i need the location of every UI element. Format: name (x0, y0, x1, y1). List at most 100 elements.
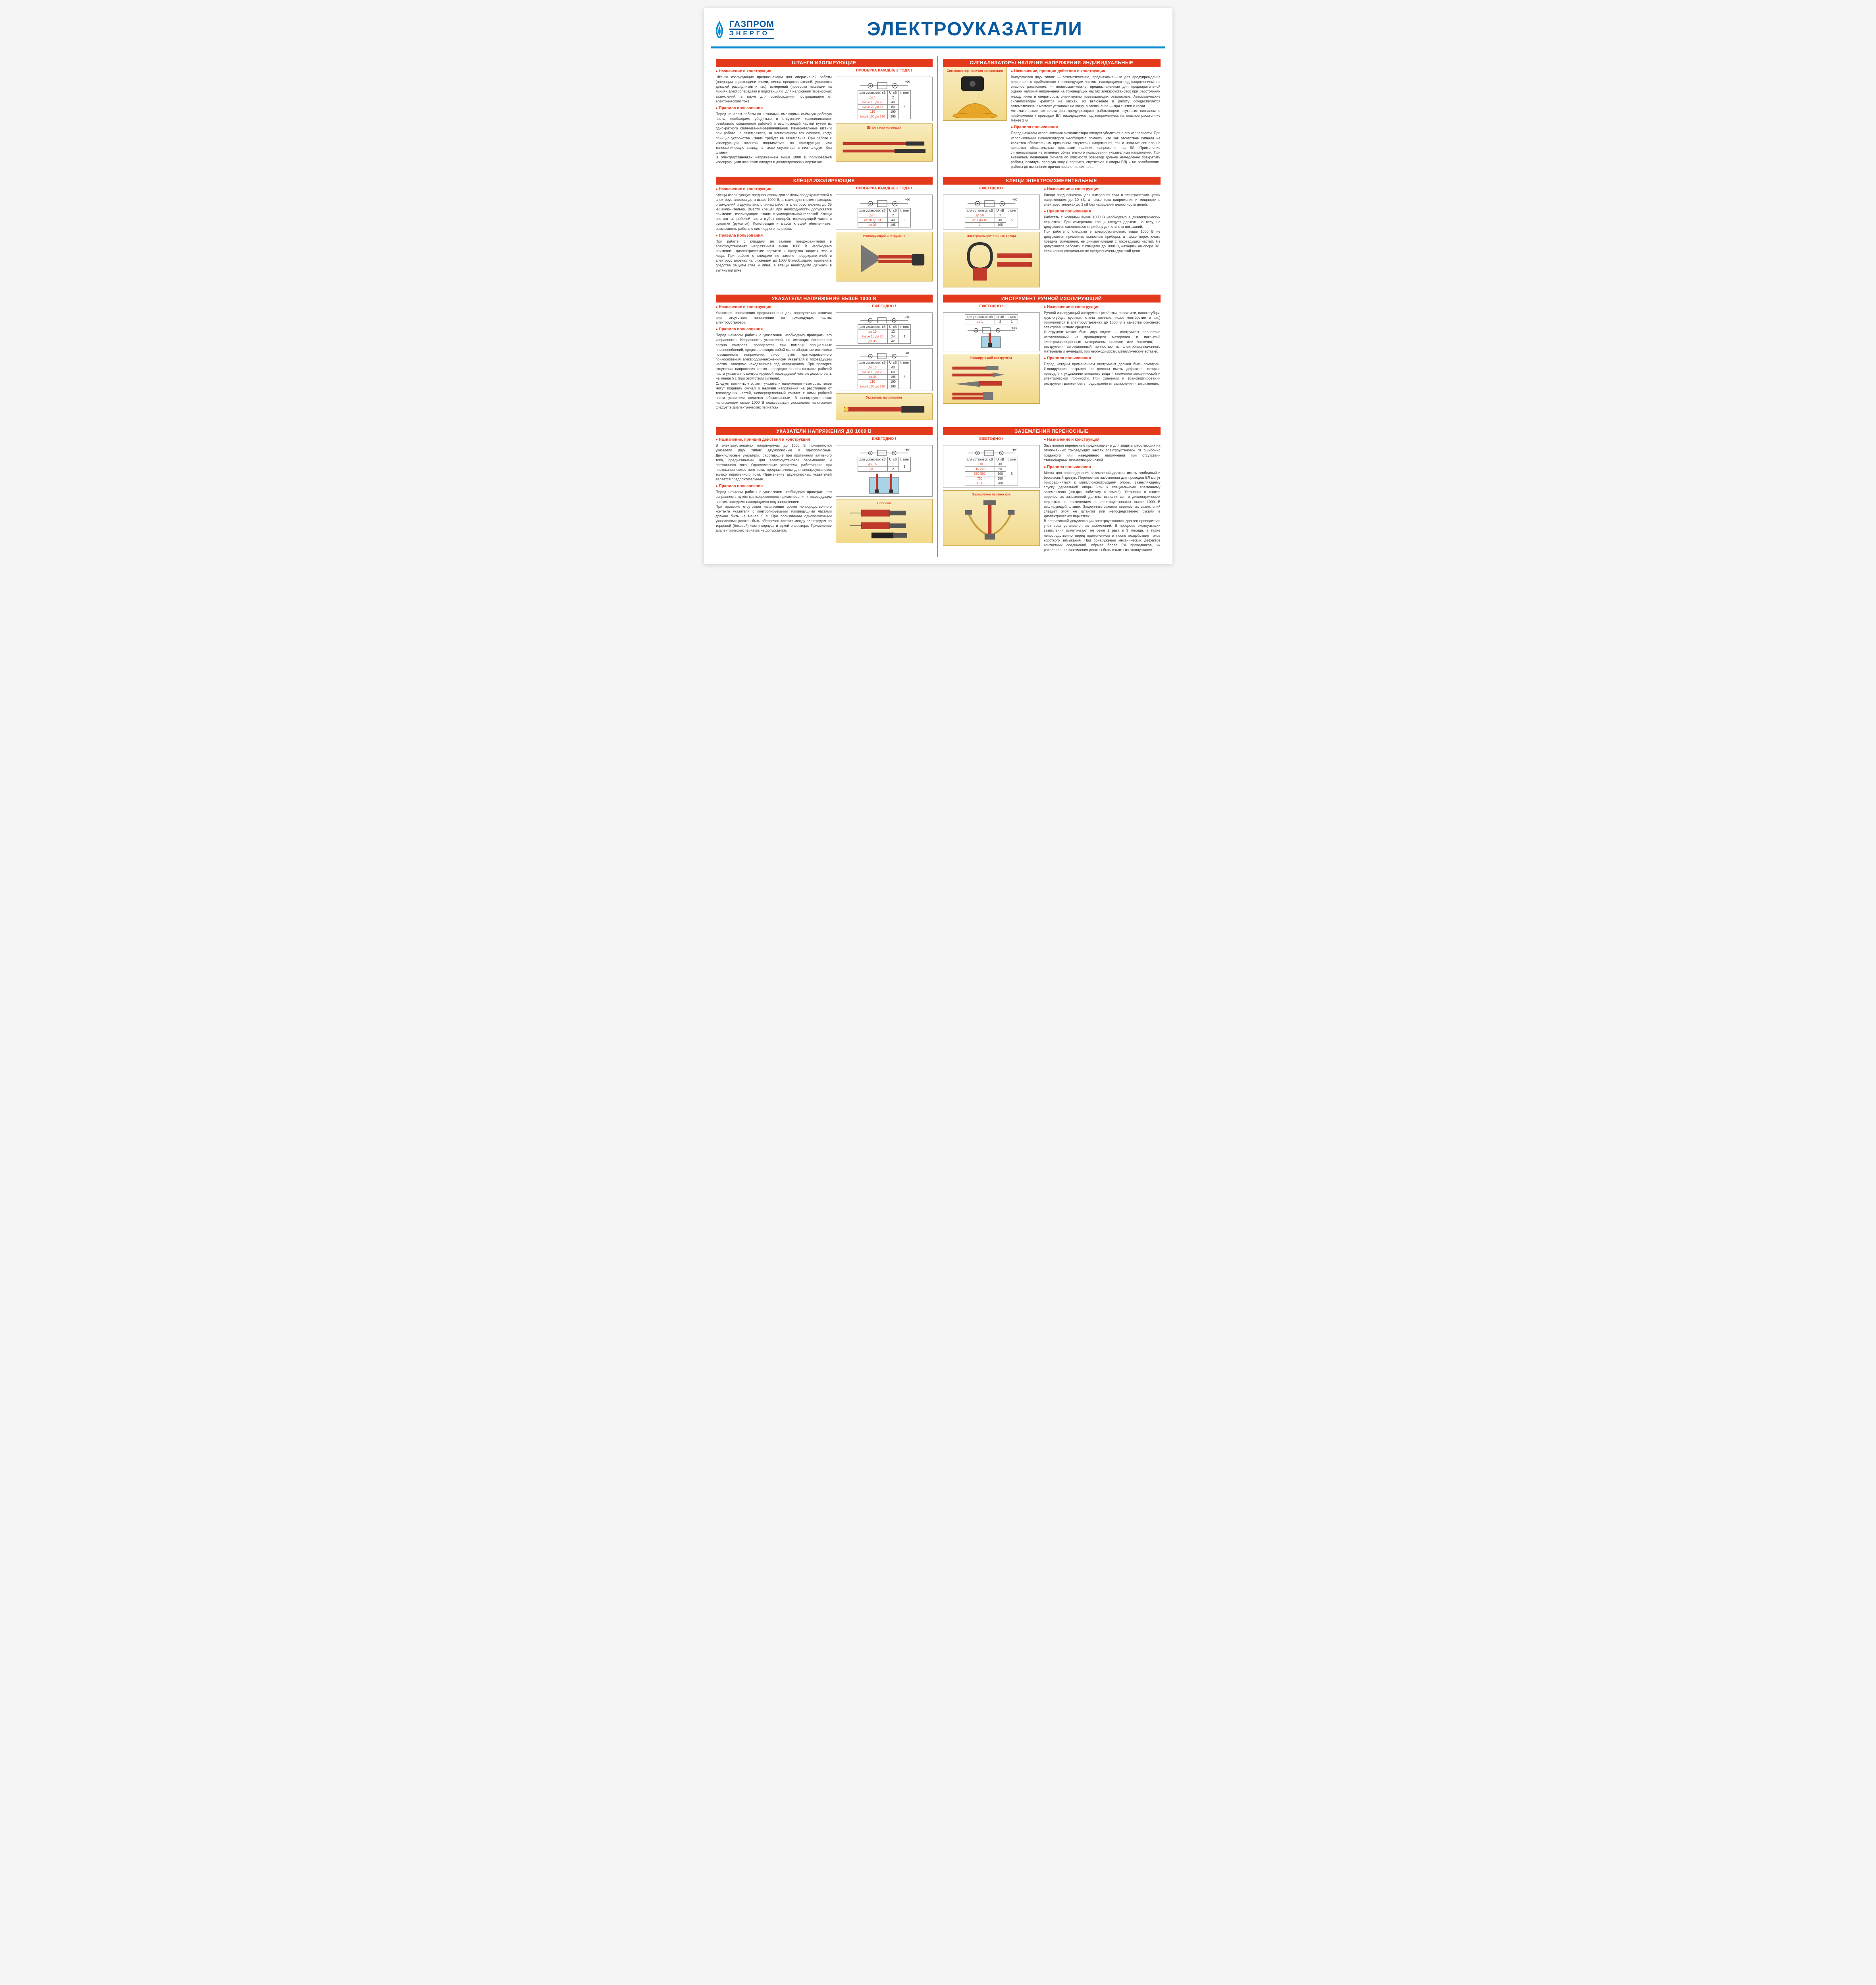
s5-p2: Перед началом работы с указателем необхо… (716, 333, 832, 381)
probe-icon (838, 506, 930, 541)
s6-table: для установок, кВU, кВt, мин до 121 (965, 314, 1018, 324)
s7-check: ЕЖЕГОДНО ! (836, 437, 933, 441)
s1-check: ПРОВЕРКА КАЖДЫЕ 2 ГОДА ! (836, 68, 933, 73)
s8-p3: В оперативной документации электроустано… (1044, 518, 1160, 552)
s6-illus: Изолирующий инструмент (943, 354, 1040, 404)
svg-text:~50Гц: ~50Гц (905, 81, 910, 83)
svg-text:V: V (893, 356, 895, 358)
s7-p3: При проверке отсутствия напряжения время… (716, 504, 832, 533)
beaker2-icon (862, 473, 906, 495)
s1-illus: Штанга изолирующая (836, 123, 933, 162)
s3-check: ПРОВЕРКА КАЖДЫЕ 2 ГОДА ! (836, 186, 933, 191)
s8-p2: Места для присоединения заземлений должн… (1044, 470, 1160, 518)
helmet-icon (945, 74, 1005, 118)
s4-title: КЛЕЩИ ЭЛЕКТРОИЗМЕРИТЕЛЬНЫЕ (943, 177, 1161, 185)
poster: ГАЗПРОМ ЭНЕРГО ЭЛЕКТРОУКАЗАТЕЛИ ШТАНГИ И… (704, 8, 1172, 564)
s3-illus: Изолирующий инструмент (836, 232, 933, 281)
s5-table-b: для установок, кВU, кВt, мин до 10405 вы… (858, 360, 911, 389)
s1-p3: В электроустановках напряжением выше 100… (716, 155, 832, 164)
flame-icon (713, 20, 726, 39)
s5-p3: Следует помнить, что, хотя указатели нап… (716, 381, 832, 410)
s3-h2: Правила пользования (716, 233, 832, 238)
s6-check: ЕЖЕГОДНО ! (943, 304, 1040, 308)
svg-text:V: V (1001, 453, 1002, 455)
section-6: ИНСТРУМЕНТ РУЧНОЙ ИЗОЛИРУЮЩИЙ ЕЖЕГОДНО !… (938, 292, 1165, 425)
s3-h1: Назначение и конструкция (716, 187, 832, 191)
s8-h2: Правила пользования (1044, 465, 1160, 469)
s4-diagram: AV~50Гц для установок, кВU, кВt, мин до … (943, 195, 1040, 229)
s1-diagram: A V ~50Гц для установок, кВU, кВt, мин д… (836, 77, 933, 121)
s5-table-a: для установок, кВU, кВt, мин до 10121 вы… (858, 324, 911, 344)
ground-icon (945, 497, 1038, 543)
beaker-icon: AV~50Гц (966, 326, 1017, 349)
s3-p2: При работе с клещами по замене предохран… (716, 239, 832, 273)
s5-h2: Правила пользования (716, 327, 832, 331)
svg-text:~50Гц: ~50Гц (904, 316, 910, 319)
content-grid: ШТАНГИ ИЗОЛИРУЮЩИЕ Назначение и конструк… (711, 56, 1165, 557)
s5-check: ЕЖЕГОДНО ! (836, 304, 933, 308)
s6-p2: Инструмент может быть двух видов: — инст… (1044, 330, 1160, 354)
s7-diagram: AV~50Гц для установок, кВU, кВt, мин до … (836, 445, 933, 497)
s8-p1: Заземления переносные предназначены для … (1044, 443, 1160, 463)
section-4: КЛЕЩИ ЭЛЕКТРОИЗМЕРИТЕЛЬНЫЕ ЕЖЕГОДНО ! AV… (938, 174, 1165, 292)
svg-text:A: A (975, 330, 977, 332)
s3-table: для установок, кВU, кВt, мин до 125 от 1… (858, 208, 911, 227)
svg-text:V: V (997, 330, 999, 332)
section-8: ЗАЗЕМЛЕНИЯ ПЕРЕНОСНЫЕ ЕЖЕГОДНО ! AV~50Гц… (938, 425, 1165, 557)
s8-check: ЕЖЕГОДНО ! (943, 437, 1040, 441)
s4-p3: При работе с клещами в электроустановках… (1044, 229, 1160, 253)
svg-text:V: V (894, 85, 896, 88)
s6-title: ИНСТРУМЕНТ РУЧНОЙ ИЗОЛИРУЮЩИЙ (943, 295, 1161, 303)
separator (711, 46, 1165, 48)
s1-p2: Перед началом работы со штангами, имеющи… (716, 112, 832, 155)
s1-table: для установок, кВU, кВt, мин до 125 выше… (858, 90, 911, 119)
s4-p1: Клещи предназначены для измерения тока в… (1044, 193, 1160, 207)
svg-text:V: V (893, 453, 895, 455)
s6-h1: Назначение и конструкция (1044, 305, 1160, 309)
indicator-icon (838, 401, 930, 418)
s1-h2: Правила пользования (716, 106, 832, 110)
svg-text:~50Гц: ~50Гц (904, 352, 910, 355)
svg-text:~50Гц: ~50Гц (904, 449, 910, 451)
s1-h1: Назначение и конструкция (716, 69, 832, 73)
s7-table: для установок, кВU, кВt, мин до 0,511 до… (858, 457, 911, 472)
s1-p1: Штанги изолирующие предназначены для опе… (716, 75, 832, 104)
brand-line2: ЭНЕРГО (729, 29, 774, 39)
s4-p2: Работать с клещами выше 1000 В необходим… (1044, 215, 1160, 229)
svg-text:~50Гц: ~50Гц (1012, 198, 1017, 201)
s7-illus: Пробник (836, 499, 933, 543)
s5-h1: Назначение и конструкция (716, 305, 832, 309)
circuit-icon: A V ~50Гц (858, 350, 910, 359)
s7-p2: Перед началом работы с указателем необхо… (716, 490, 832, 504)
s3-p1: Клещи изолирующие предназначены для заме… (716, 193, 832, 231)
section-2: СИГНАЛИЗАТОРЫ НАЛИЧИЯ НАПРЯЖЕНИЯ ИНДИВИД… (938, 56, 1165, 174)
s8-illus: Заземление переносное (943, 490, 1040, 546)
tools-icon (945, 361, 1038, 401)
circuit-icon: A V ~50Гц (966, 197, 1017, 207)
svg-text:V: V (893, 320, 895, 322)
pliers-icon (838, 239, 930, 279)
s7-h2: Правила пользования (716, 484, 832, 488)
s6-diagram: для установок, кВU, кВt, мин до 121 AV~5… (943, 312, 1040, 351)
s7-h1: Назначение, принцип действия и конструкц… (716, 437, 832, 442)
circuit-icon: AV~50Гц (966, 447, 1017, 456)
s4-illus: Электроизмерительные клещи (943, 232, 1040, 287)
svg-text:A: A (977, 453, 978, 455)
s6-p3: Перед каждым применением инструмент долж… (1044, 362, 1160, 386)
svg-text:A: A (869, 203, 871, 206)
svg-text:A: A (870, 356, 871, 358)
svg-text:A: A (976, 203, 978, 206)
s4-h1: Назначение и конструкция (1044, 187, 1160, 191)
svg-text:V: V (1001, 203, 1003, 206)
section-1: ШТАНГИ ИЗОЛИРУЮЩИЕ Назначение и конструк… (711, 56, 938, 174)
s5-title: УКАЗАТЕЛИ НАПРЯЖЕНИЯ ВЫШЕ 1000 В (716, 295, 933, 303)
main-title: ЭЛЕКТРОУКАЗАТЕЛИ (786, 18, 1164, 40)
circuit-icon: AV~50Гц (858, 197, 910, 207)
s3-title: КЛЕЩИ ИЗОЛИРУЮЩИЕ (716, 177, 933, 185)
s7-p1: В электроустановках напряжением до 1000 … (716, 443, 832, 482)
s5-illus: Указатель напряжения (836, 393, 933, 420)
svg-text:~50Гц: ~50Гц (905, 198, 910, 201)
s5-diagram-b: A V ~50Гц для установок, кВU, кВt, мин до … (836, 348, 933, 391)
brand-line1: ГАЗПРОМ (729, 20, 774, 29)
circuit-icon: AV~50Гц (858, 447, 910, 456)
